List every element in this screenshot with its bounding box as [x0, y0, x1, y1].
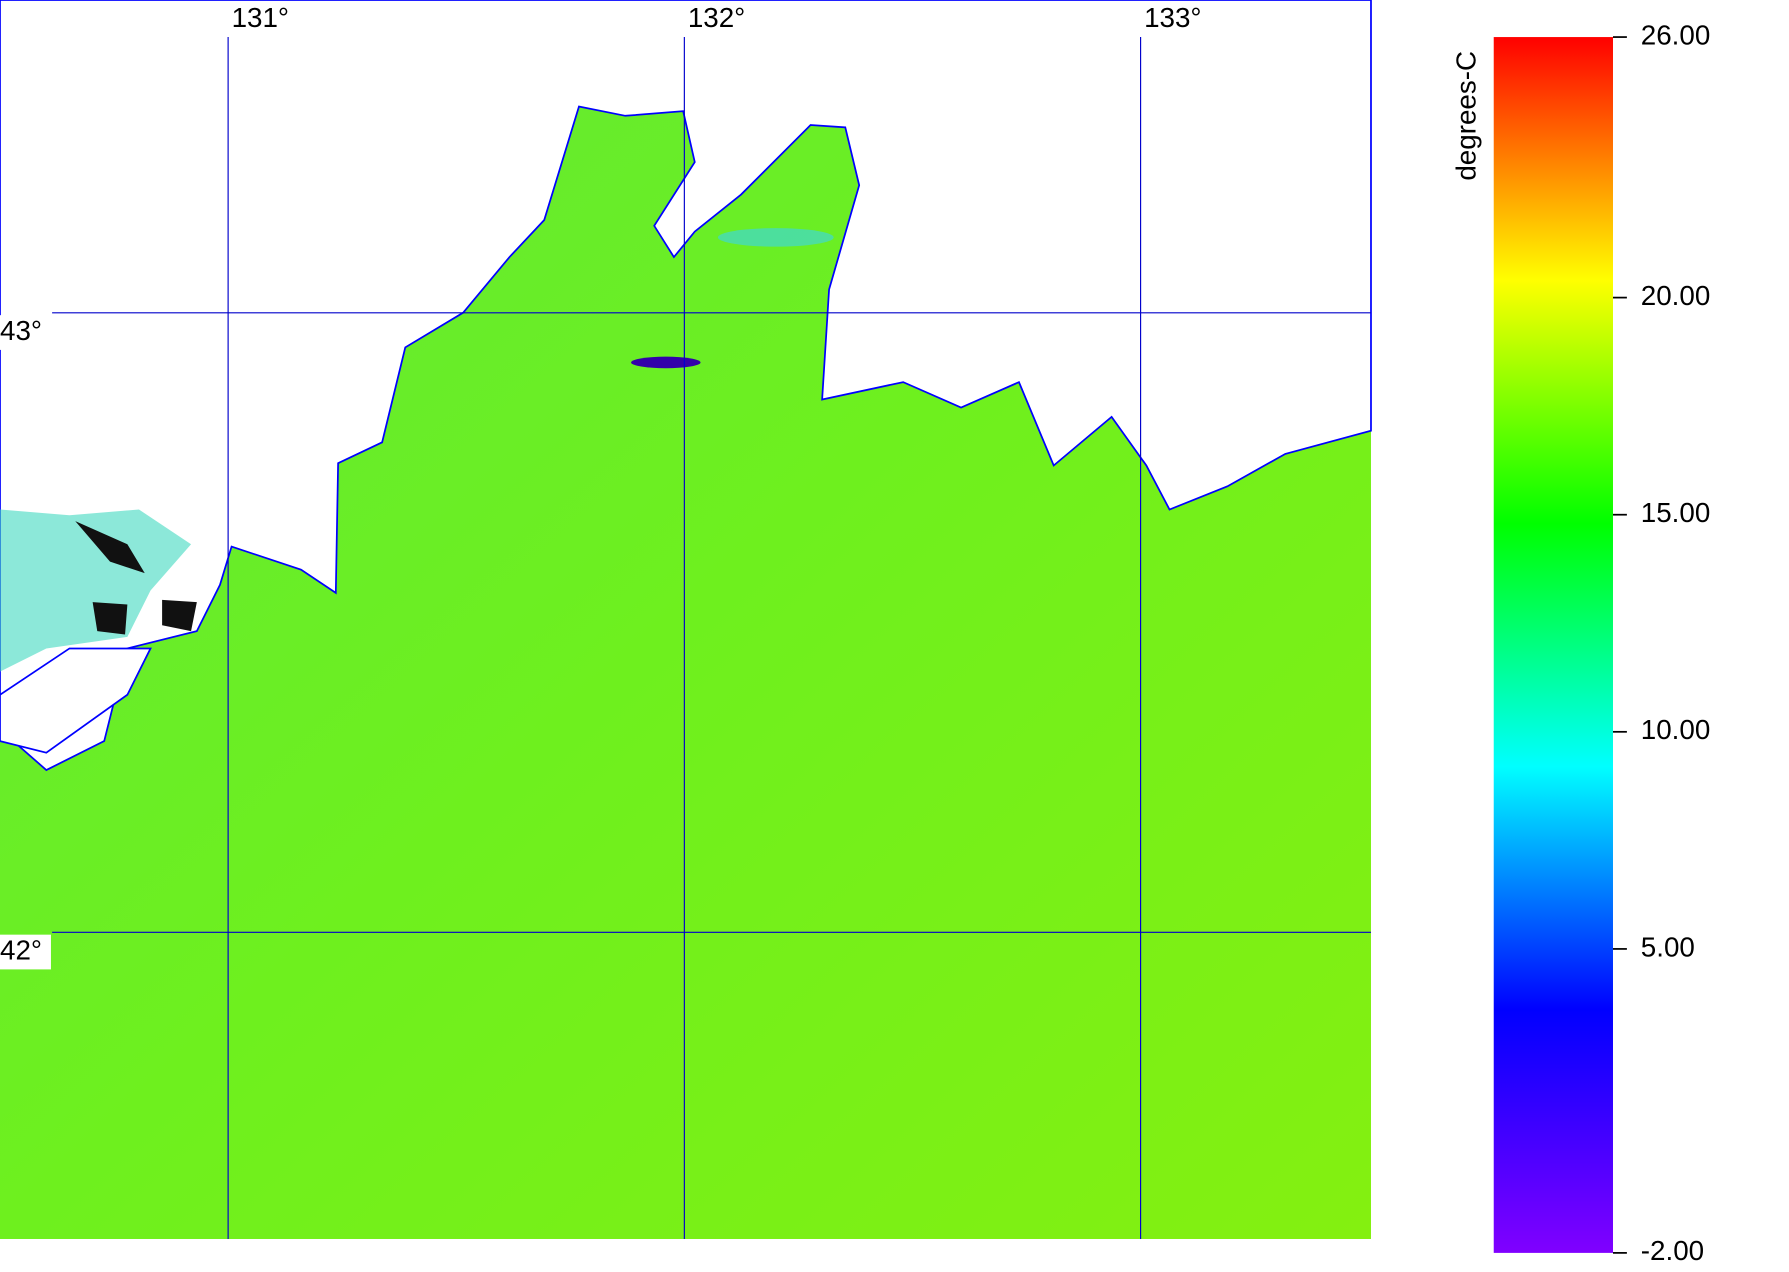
colorbar-tick-label: 15.00 [1641, 497, 1711, 528]
latitude-label-bg [0, 934, 51, 970]
longitude-label: 131° [232, 2, 289, 33]
colorbar-label: degrees-C [1451, 51, 1482, 181]
colorbar-tick-label: 5.00 [1641, 931, 1695, 962]
colorbar-tick-label: 10.00 [1641, 714, 1711, 745]
longitude-label: 133° [1144, 2, 1201, 33]
cold-water [717, 228, 834, 247]
latitude-label: 43° [0, 315, 42, 346]
cold-spot [631, 356, 701, 369]
colorbar-tick-label: 26.00 [1641, 19, 1711, 50]
colorbar-tick-label: 20.00 [1641, 280, 1711, 311]
latitude-label: 42° [0, 934, 42, 965]
land [0, 0, 1372, 772]
colorbar-tick-label: -2.00 [1641, 1235, 1704, 1266]
cold-water [0, 509, 192, 672]
colorbar [1493, 37, 1613, 1253]
land-island [0, 647, 152, 754]
map [0, 0, 1372, 1239]
latitude-label-bg [0, 315, 51, 350]
cold-spot [75, 521, 197, 635]
longitude-label: 132° [688, 2, 745, 33]
